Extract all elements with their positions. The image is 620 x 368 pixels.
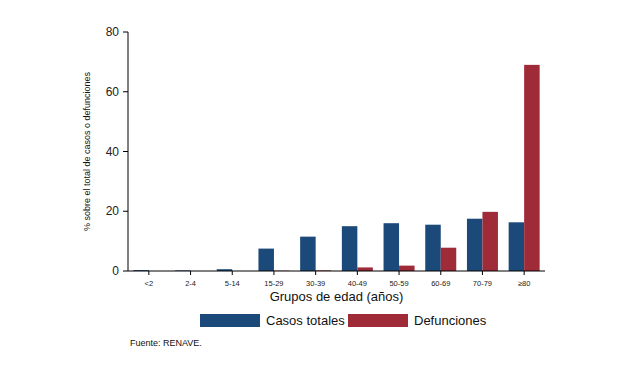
bar — [342, 226, 358, 271]
legend-label: Defunciones — [414, 313, 487, 328]
x-tick — [440, 271, 441, 275]
y-tick-label: 60 — [106, 85, 120, 99]
x-tick — [482, 271, 483, 275]
y-tick — [123, 151, 128, 152]
x-tick — [148, 271, 149, 275]
bars — [133, 65, 539, 271]
bar — [467, 219, 483, 271]
legend: Casos totales Defunciones — [200, 313, 487, 328]
x-tick-label: 40-49 — [348, 279, 367, 288]
x-tick-label: ≥80 — [518, 279, 530, 288]
x-tick — [273, 271, 274, 275]
x-tick-label: 5-14 — [225, 279, 240, 288]
x-tick-label: 70-79 — [473, 279, 492, 288]
y-tick-label: 40 — [106, 145, 120, 159]
x-tick — [232, 271, 233, 275]
y-tick — [123, 211, 128, 212]
y-tick-label: 80 — [106, 25, 120, 39]
x-tick-label: 60-69 — [431, 279, 450, 288]
bar — [524, 65, 540, 271]
x-tick — [399, 271, 400, 275]
x-tick-label: 15-29 — [264, 279, 283, 288]
y-tick-label: 20 — [106, 204, 120, 218]
legend-label: Casos totales — [266, 313, 345, 328]
x-tick-label: 50-59 — [389, 279, 408, 288]
x-tick-label: <2 — [145, 279, 154, 288]
y-axis-title: % sobre el total de casos o defunciones — [82, 71, 92, 231]
bar — [425, 225, 441, 271]
x-tick — [190, 271, 191, 275]
bar — [357, 267, 373, 271]
y-tick — [123, 32, 128, 33]
x-tick-label: 2-4 — [185, 279, 196, 288]
bar — [509, 222, 525, 271]
legend-swatch — [348, 314, 408, 327]
source-note: Fuente: RENAVE. — [130, 338, 202, 348]
y-tick — [123, 271, 128, 272]
chart-container: 0 20 40 60 80 <2 2-4 5-14 15-29 30-39 40-49 50-59 60… — [0, 0, 620, 368]
bar — [384, 223, 400, 271]
bar — [399, 266, 415, 271]
y-tick-label: 0 — [112, 264, 119, 278]
x-tick — [524, 271, 525, 275]
bar — [258, 249, 274, 271]
bar — [441, 248, 457, 271]
legend-swatch — [200, 314, 260, 327]
chart: 0 20 40 60 80 <2 2-4 5-14 15-29 30-39 40-49 50-59 60… — [0, 0, 620, 368]
x-tick-label: 30-39 — [306, 279, 325, 288]
x-tick — [357, 271, 358, 275]
x-axis-title: Grupos de edad (años) — [270, 289, 404, 304]
y-tick — [123, 91, 128, 92]
bar — [300, 237, 316, 271]
x-tick — [315, 271, 316, 275]
bar — [482, 212, 498, 271]
